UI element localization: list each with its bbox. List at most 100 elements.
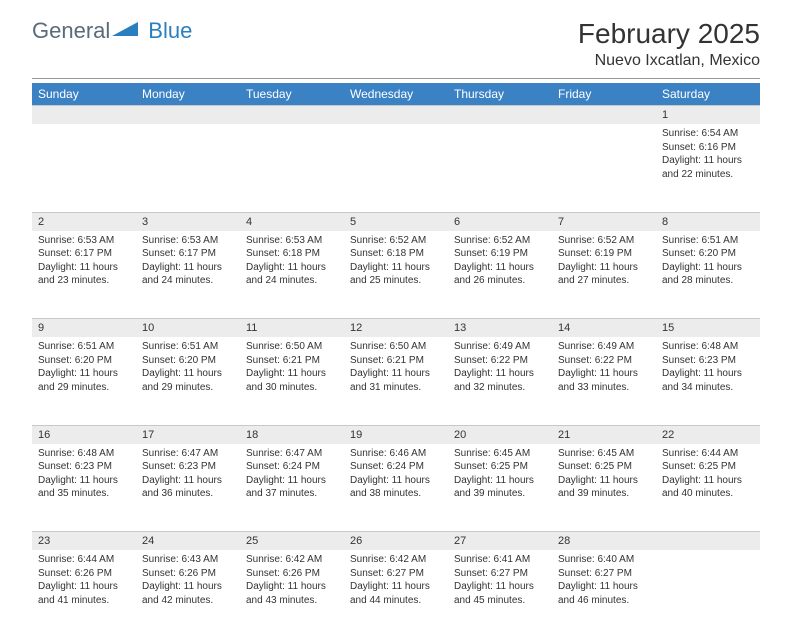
sunrise-text: Sunrise: 6:52 AM [558, 234, 650, 248]
day-cell: Sunrise: 6:40 AMSunset: 6:27 PMDaylight:… [552, 550, 656, 638]
sunset-text: Sunset: 6:23 PM [38, 460, 130, 474]
day-content-row: Sunrise: 6:44 AMSunset: 6:26 PMDaylight:… [32, 550, 760, 638]
weekday-header: Sunday [32, 83, 136, 106]
day-cell: Sunrise: 6:48 AMSunset: 6:23 PMDaylight:… [32, 444, 136, 532]
sunset-text: Sunset: 6:18 PM [246, 247, 338, 261]
day-cell: Sunrise: 6:50 AMSunset: 6:21 PMDaylight:… [240, 337, 344, 425]
sunrise-text: Sunrise: 6:53 AM [246, 234, 338, 248]
sunrise-text: Sunrise: 6:51 AM [38, 340, 130, 354]
sunrise-text: Sunrise: 6:41 AM [454, 553, 546, 567]
day-number-cell: 9 [32, 319, 136, 338]
day-number-cell: 11 [240, 319, 344, 338]
day-cell: Sunrise: 6:43 AMSunset: 6:26 PMDaylight:… [136, 550, 240, 638]
sunrise-text: Sunrise: 6:53 AM [38, 234, 130, 248]
daylight-text: Daylight: 11 hours and 30 minutes. [246, 367, 338, 394]
day-number-cell: 2 [32, 212, 136, 231]
daylight-text: Daylight: 11 hours and 45 minutes. [454, 580, 546, 607]
day-number-cell: 8 [656, 212, 760, 231]
sunset-text: Sunset: 6:19 PM [454, 247, 546, 261]
logo-text-blue: Blue [148, 18, 192, 44]
day-number-cell: 12 [344, 319, 448, 338]
sunrise-text: Sunrise: 6:45 AM [454, 447, 546, 461]
weekday-header: Thursday [448, 83, 552, 106]
day-number-cell: 5 [344, 212, 448, 231]
day-cell: Sunrise: 6:45 AMSunset: 6:25 PMDaylight:… [552, 444, 656, 532]
sunset-text: Sunset: 6:21 PM [350, 354, 442, 368]
weekday-header-row: Sunday Monday Tuesday Wednesday Thursday… [32, 83, 760, 106]
day-number-cell: 28 [552, 532, 656, 551]
day-cell: Sunrise: 6:51 AMSunset: 6:20 PMDaylight:… [656, 231, 760, 319]
sunset-text: Sunset: 6:26 PM [246, 567, 338, 581]
daylight-text: Daylight: 11 hours and 22 minutes. [662, 154, 754, 181]
sunset-text: Sunset: 6:22 PM [454, 354, 546, 368]
day-content-row: Sunrise: 6:54 AMSunset: 6:16 PMDaylight:… [32, 124, 760, 212]
sunset-text: Sunset: 6:19 PM [558, 247, 650, 261]
sunrise-text: Sunrise: 6:51 AM [662, 234, 754, 248]
logo-text-general: General [32, 18, 110, 44]
sunrise-text: Sunrise: 6:51 AM [142, 340, 234, 354]
day-content-row: Sunrise: 6:48 AMSunset: 6:23 PMDaylight:… [32, 444, 760, 532]
weekday-header: Tuesday [240, 83, 344, 106]
day-cell: Sunrise: 6:44 AMSunset: 6:25 PMDaylight:… [656, 444, 760, 532]
sunset-text: Sunset: 6:24 PM [350, 460, 442, 474]
day-cell: Sunrise: 6:52 AMSunset: 6:18 PMDaylight:… [344, 231, 448, 319]
day-number-cell: 6 [448, 212, 552, 231]
daylight-text: Daylight: 11 hours and 43 minutes. [246, 580, 338, 607]
day-number-cell: 15 [656, 319, 760, 338]
daylight-text: Daylight: 11 hours and 32 minutes. [454, 367, 546, 394]
day-cell: Sunrise: 6:49 AMSunset: 6:22 PMDaylight:… [448, 337, 552, 425]
daylight-text: Daylight: 11 hours and 24 minutes. [246, 261, 338, 288]
day-number-cell: 27 [448, 532, 552, 551]
day-number-row: 1 [32, 106, 760, 125]
sunset-text: Sunset: 6:21 PM [246, 354, 338, 368]
day-number-cell: 20 [448, 425, 552, 444]
month-title: February 2025 [578, 18, 760, 50]
weekday-header: Monday [136, 83, 240, 106]
day-cell: Sunrise: 6:46 AMSunset: 6:24 PMDaylight:… [344, 444, 448, 532]
sunrise-text: Sunrise: 6:47 AM [246, 447, 338, 461]
day-number-cell: 1 [656, 106, 760, 125]
sunset-text: Sunset: 6:22 PM [558, 354, 650, 368]
daylight-text: Daylight: 11 hours and 44 minutes. [350, 580, 442, 607]
daylight-text: Daylight: 11 hours and 39 minutes. [558, 474, 650, 501]
day-number-row: 232425262728 [32, 532, 760, 551]
day-cell: Sunrise: 6:49 AMSunset: 6:22 PMDaylight:… [552, 337, 656, 425]
day-cell: Sunrise: 6:53 AMSunset: 6:17 PMDaylight:… [32, 231, 136, 319]
sunset-text: Sunset: 6:25 PM [558, 460, 650, 474]
sunrise-text: Sunrise: 6:50 AM [246, 340, 338, 354]
daylight-text: Daylight: 11 hours and 27 minutes. [558, 261, 650, 288]
day-cell: Sunrise: 6:52 AMSunset: 6:19 PMDaylight:… [448, 231, 552, 319]
sunset-text: Sunset: 6:20 PM [662, 247, 754, 261]
calendar-table: Sunday Monday Tuesday Wednesday Thursday… [32, 83, 760, 638]
sunrise-text: Sunrise: 6:50 AM [350, 340, 442, 354]
daylight-text: Daylight: 11 hours and 46 minutes. [558, 580, 650, 607]
sunset-text: Sunset: 6:17 PM [142, 247, 234, 261]
day-number-row: 2345678 [32, 212, 760, 231]
day-number-cell: 19 [344, 425, 448, 444]
day-number-cell: 14 [552, 319, 656, 338]
sunrise-text: Sunrise: 6:44 AM [662, 447, 754, 461]
day-cell [344, 124, 448, 212]
logo-triangle-icon [112, 20, 138, 43]
day-cell: Sunrise: 6:42 AMSunset: 6:26 PMDaylight:… [240, 550, 344, 638]
day-number-cell: 4 [240, 212, 344, 231]
sunset-text: Sunset: 6:25 PM [454, 460, 546, 474]
day-number-cell: 7 [552, 212, 656, 231]
day-cell: Sunrise: 6:51 AMSunset: 6:20 PMDaylight:… [136, 337, 240, 425]
sunset-text: Sunset: 6:25 PM [662, 460, 754, 474]
day-cell: Sunrise: 6:53 AMSunset: 6:18 PMDaylight:… [240, 231, 344, 319]
sunrise-text: Sunrise: 6:54 AM [662, 127, 754, 141]
sunset-text: Sunset: 6:18 PM [350, 247, 442, 261]
sunrise-text: Sunrise: 6:42 AM [350, 553, 442, 567]
sunset-text: Sunset: 6:27 PM [350, 567, 442, 581]
daylight-text: Daylight: 11 hours and 38 minutes. [350, 474, 442, 501]
sunrise-text: Sunrise: 6:52 AM [350, 234, 442, 248]
sunset-text: Sunset: 6:26 PM [142, 567, 234, 581]
day-cell: Sunrise: 6:41 AMSunset: 6:27 PMDaylight:… [448, 550, 552, 638]
sunrise-text: Sunrise: 6:40 AM [558, 553, 650, 567]
sunrise-text: Sunrise: 6:52 AM [454, 234, 546, 248]
day-cell: Sunrise: 6:45 AMSunset: 6:25 PMDaylight:… [448, 444, 552, 532]
weekday-header: Friday [552, 83, 656, 106]
day-cell: Sunrise: 6:52 AMSunset: 6:19 PMDaylight:… [552, 231, 656, 319]
sunrise-text: Sunrise: 6:49 AM [558, 340, 650, 354]
